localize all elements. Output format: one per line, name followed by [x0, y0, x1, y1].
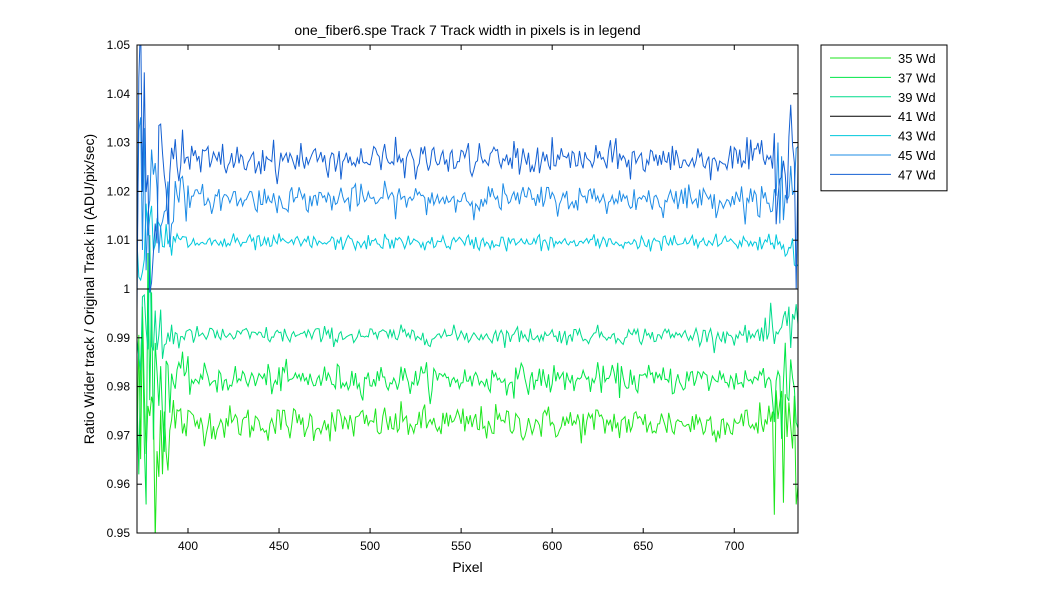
- x-tick-label: 700: [724, 539, 744, 553]
- legend-label-41-wd: 41 Wd: [898, 109, 936, 124]
- chart-title: one_fiber6.spe Track 7 Track width in pi…: [294, 22, 640, 38]
- y-tick-label: 1.03: [107, 136, 131, 150]
- x-tick-label: 650: [633, 539, 653, 553]
- x-tick-label: 500: [360, 539, 380, 553]
- y-tick-label: 0.97: [107, 428, 131, 442]
- y-tick-label: 1.04: [107, 87, 131, 101]
- series-line-47-wd: [137, 45, 798, 312]
- data-lines: [137, 45, 798, 533]
- legend-label-39-wd: 39 Wd: [898, 90, 936, 105]
- x-tick-label: 600: [542, 539, 562, 553]
- legend-label-37-wd: 37 Wd: [898, 70, 936, 85]
- y-tick-label: 0.99: [107, 331, 131, 345]
- y-tick-label: 1.01: [107, 233, 131, 247]
- series-line-45-wd: [137, 117, 798, 271]
- x-tick-label: 550: [451, 539, 471, 553]
- x-tick-label: 450: [269, 539, 289, 553]
- y-tick-label: 0.96: [107, 477, 131, 491]
- x-axis-title: Pixel: [452, 559, 482, 575]
- series-line-37-wd: [137, 252, 798, 505]
- y-tick-label: 1: [123, 282, 130, 296]
- series-line-43-wd: [137, 203, 798, 282]
- series-line-39-wd: [137, 235, 798, 371]
- y-tick-label: 1.02: [107, 184, 131, 198]
- legend-label-45-wd: 45 Wd: [898, 148, 936, 163]
- y-tick-label: 0.98: [107, 380, 131, 394]
- series-line-35-wd: [137, 306, 798, 533]
- legend-label-35-wd: 35 Wd: [898, 51, 936, 66]
- y-tick-label: 1.05: [107, 38, 131, 52]
- legend-label-43-wd: 43 Wd: [898, 129, 936, 144]
- y-tick-label: 0.95: [107, 526, 131, 540]
- x-tick-label: 400: [178, 539, 198, 553]
- legend-label-47-wd: 47 Wd: [898, 167, 936, 182]
- legend-box: [820, 44, 948, 192]
- y-axis-title: Ratio Wider track / Original Track in (A…: [81, 134, 97, 444]
- legend: 35 Wd 37 Wd 39 Wd 41 Wd 43 Wd 45 Wd 47 Wd: [820, 44, 948, 192]
